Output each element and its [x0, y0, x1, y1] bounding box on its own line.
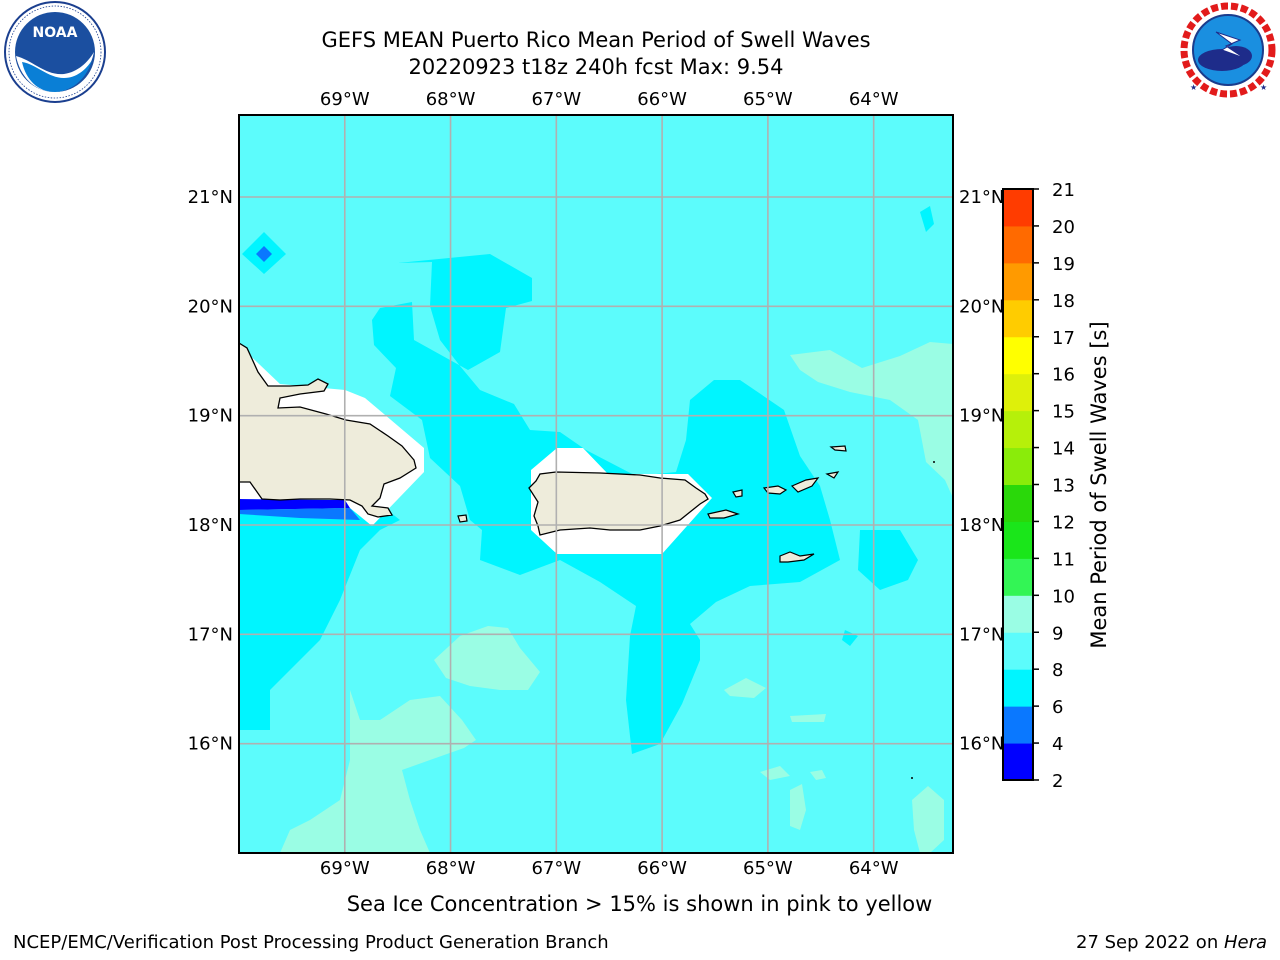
- colorbar-label: Mean Period of Swell Waves [s]: [1087, 321, 1111, 648]
- lon-label-bottom: 65°W: [743, 858, 793, 879]
- colorbar-swatch: [1003, 558, 1033, 596]
- colorbar-swatch: [1003, 484, 1033, 522]
- colorbar-swatch: [1003, 595, 1033, 633]
- lat-label-left: 16°N: [188, 734, 233, 755]
- land-vieques: [707, 509, 741, 519]
- colorbar-swatch: [1003, 706, 1033, 744]
- colorbar-swatch: [1003, 410, 1033, 449]
- svg-text:NOAA: NOAA: [33, 25, 78, 41]
- lat-label-right: 19°N: [959, 406, 1004, 427]
- lon-label-top: 64°W: [849, 89, 899, 110]
- lon-label-top: 68°W: [426, 89, 476, 110]
- land-aves-dot: [911, 777, 913, 779]
- lat-label-right: 20°N: [959, 296, 1004, 317]
- map-frame: [238, 114, 954, 854]
- land-hispaniola: [239, 342, 417, 518]
- land-puerto-rico: [528, 471, 709, 536]
- map-title: GEFS MEAN Puerto Rico Mean Period of Swe…: [321, 28, 871, 52]
- colorbar-swatch: [1003, 743, 1033, 781]
- land-mona-island: [457, 514, 468, 523]
- colorbar-tick-label: 8: [1052, 660, 1063, 681]
- lon-label-bottom: 68°W: [426, 858, 476, 879]
- colorbar-swatch: [1003, 189, 1033, 227]
- footer-host: Hera: [1223, 932, 1267, 953]
- colorbar-swatch: [1003, 632, 1033, 670]
- lat-label-left: 17°N: [188, 624, 233, 645]
- colorbar-tick-label: 16: [1052, 365, 1075, 386]
- lat-label-left: 19°N: [188, 406, 233, 427]
- colorbar-tick-label: 10: [1052, 586, 1075, 607]
- colorbar-swatch: [1003, 373, 1033, 412]
- colorbar-tick-label: 2: [1052, 771, 1063, 792]
- map-subtitle: 20220923 t18z 240h fcst Max: 9.54: [408, 55, 784, 79]
- colorbar-swatch: [1003, 336, 1033, 375]
- lat-label-right: 17°N: [959, 624, 1004, 645]
- footer-date-text: 27 Sep 2022 on: [1076, 932, 1224, 953]
- lat-label-right: 18°N: [959, 515, 1004, 536]
- lat-label-left: 21°N: [188, 187, 233, 208]
- nws-logo: ★ ★: [1180, 2, 1276, 98]
- noaa-logo: NOAA: [4, 1, 106, 103]
- colorbar-tick-label: 17: [1052, 328, 1075, 349]
- lon-label-bottom: 69°W: [320, 858, 370, 879]
- lon-label-top: 65°W: [743, 89, 793, 110]
- lat-label-left: 20°N: [188, 296, 233, 317]
- colorbar-tick-label: 15: [1052, 402, 1075, 423]
- swell-diamond-inner: [256, 246, 272, 262]
- lat-label-right: 16°N: [959, 734, 1004, 755]
- svg-text:★: ★: [1190, 83, 1197, 92]
- colorbar-swatch: [1003, 447, 1033, 485]
- land-st-croix: [779, 551, 815, 563]
- swell-band-2-4s: [239, 499, 350, 510]
- colorbar-tick-label: 19: [1052, 254, 1075, 275]
- colorbar: 2 4 6 8 9 10 11 12 13 14 15 16 17 18 19 20 21: [1002, 180, 1075, 792]
- colorbar-tick-label: 14: [1052, 439, 1075, 460]
- lon-label-bottom: 67°W: [531, 858, 581, 879]
- swell-band-9-10s: [280, 342, 953, 853]
- lat-label-right: 21°N: [959, 187, 1004, 208]
- lon-label-bottom: 66°W: [637, 858, 687, 879]
- sea-ice-note: Sea Ice Concentration > 15% is shown in …: [346, 892, 933, 916]
- lon-label-bottom: 64°W: [849, 858, 899, 879]
- land-sombrero-dot: [933, 461, 935, 463]
- lon-label-top: 69°W: [320, 89, 370, 110]
- land-virgin-gorda: [825, 471, 840, 479]
- colorbar-tick-label: 12: [1052, 512, 1075, 533]
- land-culebra: [732, 489, 743, 498]
- colorbar-tick-label: 21: [1052, 180, 1075, 201]
- svg-text:★: ★: [1260, 83, 1267, 92]
- colorbar-swatch: [1003, 669, 1033, 707]
- swell-band-4-6s: [239, 508, 360, 520]
- lon-label-top: 66°W: [637, 89, 687, 110]
- colorbar-tick-label: 9: [1052, 623, 1063, 644]
- colorbar-tick-label: 18: [1052, 291, 1075, 312]
- colorbar-tick-label: 13: [1052, 476, 1075, 497]
- colorbar-swatch: [1003, 521, 1033, 559]
- colorbar-tick-label: 11: [1052, 549, 1075, 570]
- colorbar-swatch: [1003, 299, 1033, 338]
- land-anegada: [829, 445, 847, 452]
- land-tortola: [790, 477, 820, 493]
- lat-label-left: 18°N: [188, 515, 233, 536]
- footer-branch: NCEP/EMC/Verification Post Processing Pr…: [13, 932, 609, 953]
- colorbar-swatch: [1003, 262, 1033, 301]
- colorbar-tick-label: 6: [1052, 697, 1063, 718]
- lon-label-top: 67°W: [531, 89, 581, 110]
- graticule: [239, 115, 953, 853]
- footer-date: 27 Sep 2022 on Hera: [1076, 932, 1267, 954]
- colorbar-swatch: [1003, 225, 1033, 264]
- colorbar-tick-label: 20: [1052, 217, 1075, 238]
- colorbar-tick-label: 4: [1052, 734, 1063, 755]
